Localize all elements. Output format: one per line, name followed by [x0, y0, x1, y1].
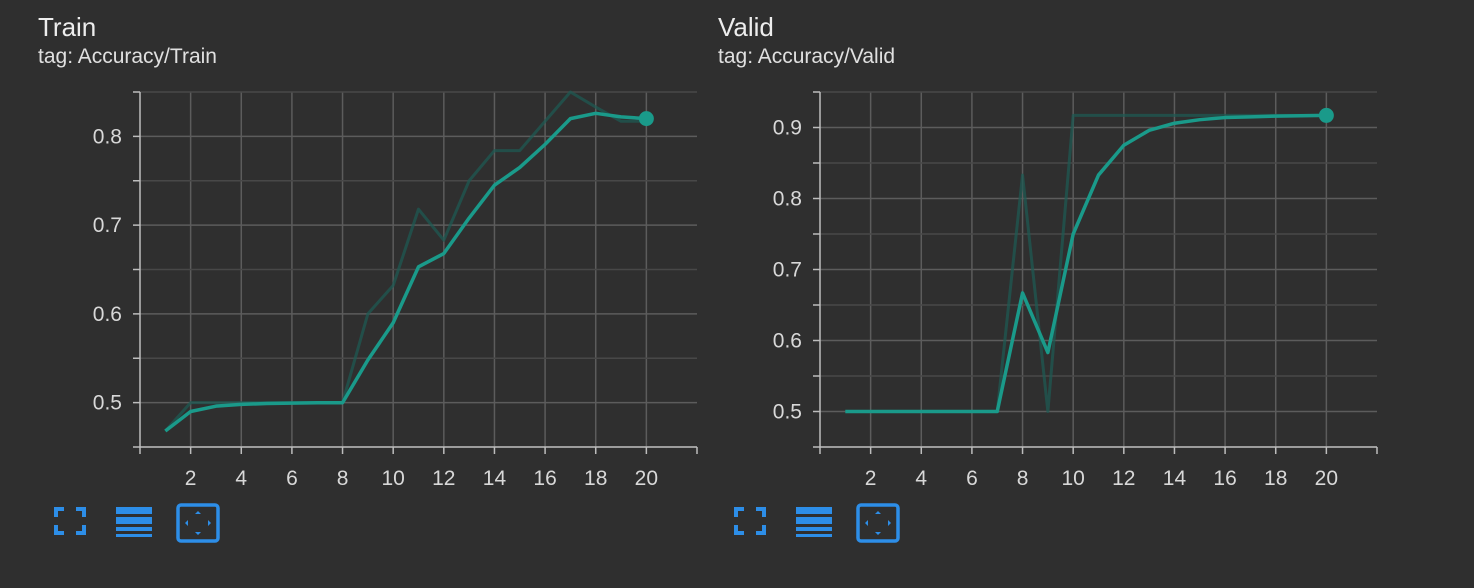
- data-table-button[interactable]: [114, 503, 158, 543]
- x-tick-label: 10: [1062, 467, 1085, 490]
- grid-lines: [820, 91, 1377, 448]
- y-tick-label: 0.5: [773, 401, 802, 424]
- fit-domain-button[interactable]: [176, 503, 220, 543]
- y-tick-label: 0.6: [773, 330, 802, 353]
- fit-domain-button[interactable]: [856, 503, 900, 543]
- last-point-marker: [1318, 107, 1334, 123]
- y-tick-label: 0.5: [93, 392, 122, 415]
- x-tick-label: 4: [915, 467, 927, 490]
- x-tick-label: 20: [635, 467, 658, 490]
- valid-chart-card: Valid tag: Accuracy/Valid 2 4 6 8 10 12 14 16 18…: [680, 0, 1380, 588]
- fullscreen-button[interactable]: [52, 503, 96, 543]
- raw-series-line: [164, 90, 647, 433]
- smoothed-series-line: [845, 113, 1327, 414]
- x-tick-label: 10: [382, 467, 405, 490]
- train-chart-card: Train tag: Accuracy/Train 2 4 6 8 10 12 14 16 18…: [0, 0, 700, 588]
- x-tick-label: 12: [1112, 467, 1135, 490]
- x-tick-label: 14: [1163, 467, 1187, 490]
- chart-tag: tag: Accuracy/Valid: [718, 45, 896, 68]
- x-tick-label: 8: [337, 467, 349, 490]
- raw-series-line: [845, 113, 1327, 413]
- fit-domain-icon: [856, 503, 900, 543]
- last-point-marker: [638, 111, 654, 127]
- x-tick-label: 2: [865, 467, 877, 490]
- x-tick-label: 6: [286, 467, 298, 490]
- data-table-icon: [796, 507, 832, 537]
- x-tick-label: 12: [432, 467, 455, 490]
- chart-title: Train: [38, 12, 97, 42]
- fullscreen-button[interactable]: [732, 503, 776, 543]
- x-tick-label: 18: [584, 467, 607, 490]
- y-tick-label: 0.6: [93, 303, 122, 326]
- data-table-button[interactable]: [794, 503, 838, 543]
- smoothed-series-line: [164, 111, 647, 433]
- y-tick-label: 0.8: [93, 125, 122, 148]
- train-plot[interactable]: 2 4 6 8 10 12 14 16 18 20 0.5 0.6 0.7 0.8: [0, 0, 700, 500]
- fullscreen-icon: [734, 507, 766, 535]
- data-table-icon: [116, 507, 152, 537]
- y-tick-label: 0.7: [93, 214, 122, 237]
- x-tick-label: 16: [533, 467, 556, 490]
- valid-plot[interactable]: 2 4 6 8 10 12 14 16 18 20 0.5 0.6 0.7 0.8 0.9: [680, 0, 1380, 500]
- fullscreen-icon: [54, 507, 86, 535]
- x-tick-label: 20: [1315, 467, 1338, 490]
- x-tick-label: 6: [966, 467, 978, 490]
- chart-title: Valid: [718, 12, 774, 42]
- y-tick-label: 0.9: [773, 117, 802, 140]
- x-tick-label: 16: [1213, 467, 1236, 490]
- x-tick-label: 4: [235, 467, 247, 490]
- y-tick-label: 0.7: [773, 259, 802, 282]
- x-tick-label: 2: [185, 467, 197, 490]
- y-tick-label: 0.8: [773, 188, 802, 211]
- grid-lines: [140, 91, 697, 448]
- fit-domain-icon: [176, 503, 220, 543]
- x-tick-label: 14: [483, 467, 507, 490]
- x-tick-label: 18: [1264, 467, 1287, 490]
- x-tick-label: 8: [1017, 467, 1029, 490]
- chart-tag: tag: Accuracy/Train: [38, 45, 217, 68]
